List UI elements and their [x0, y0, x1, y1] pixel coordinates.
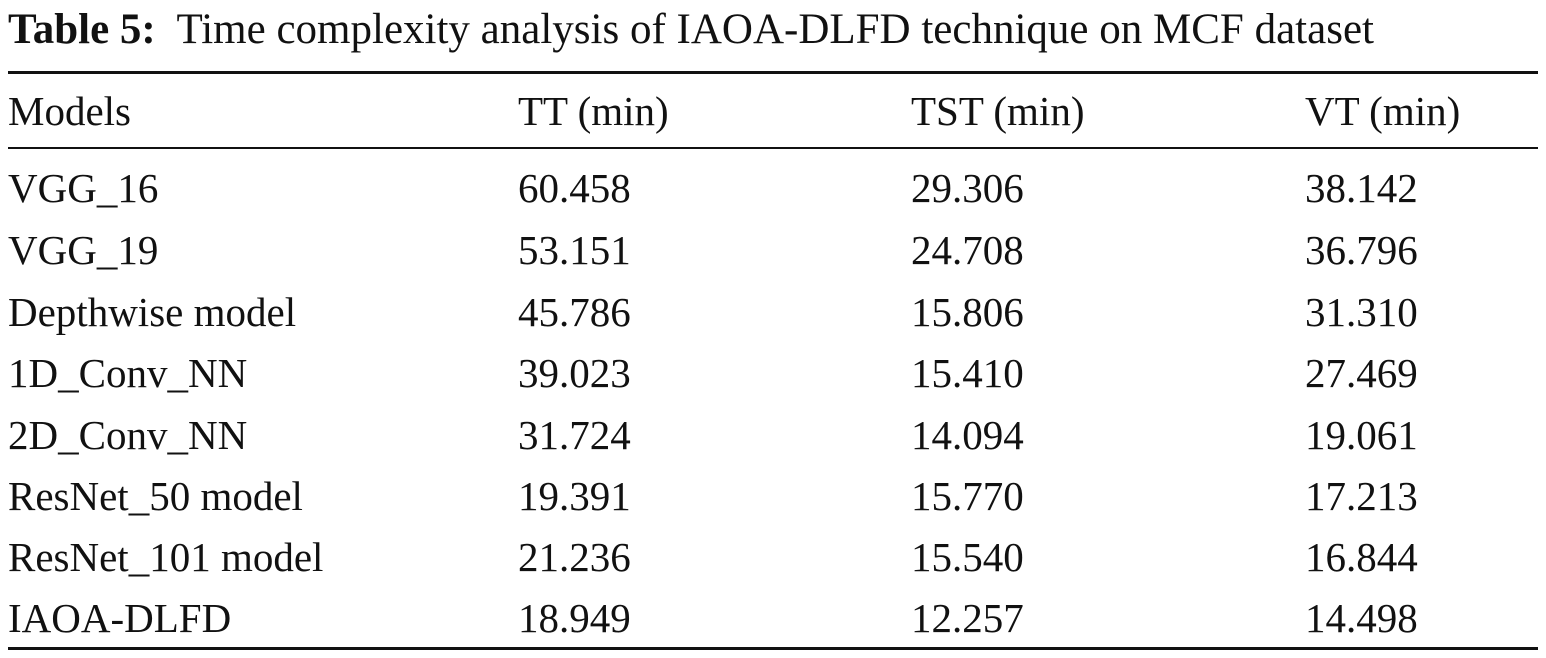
table-bottom-rule — [8, 647, 1538, 650]
table-row: Depthwise model 45.786 15.806 31.310 — [8, 281, 1538, 343]
table-top-rule — [8, 71, 1538, 74]
table-header-rule — [8, 147, 1538, 149]
cell-tst: 14.094 — [911, 412, 1024, 458]
cell-vt: 36.796 — [1305, 227, 1418, 273]
cell-model: 2D_Conv_NN — [8, 412, 248, 458]
cell-tt: 31.724 — [518, 412, 631, 458]
cell-model: VGG_19 — [8, 227, 159, 273]
table-row: IAOA-DLFD 18.949 12.257 14.498 — [8, 587, 1538, 649]
cell-vt: 19.061 — [1305, 412, 1418, 458]
cell-vt: 17.213 — [1305, 473, 1418, 519]
cell-model: ResNet_50 model — [8, 473, 303, 519]
cell-tst: 29.306 — [911, 165, 1024, 211]
table-caption: Table 5: Time complexity analysis of IAO… — [8, 0, 1374, 60]
cell-tst: 15.806 — [911, 289, 1024, 335]
cell-tt: 60.458 — [518, 165, 631, 211]
cell-vt: 31.310 — [1305, 289, 1418, 335]
cell-vt: 38.142 — [1305, 165, 1418, 211]
cell-tst: 15.540 — [911, 534, 1024, 580]
table-row: ResNet_101 model 21.236 15.540 16.844 — [8, 526, 1538, 588]
table-row: 2D_Conv_NN 31.724 14.094 19.061 — [8, 404, 1538, 466]
table-caption-label: Table 5: — [8, 6, 156, 53]
header-models: Models — [8, 88, 131, 134]
cell-vt: 14.498 — [1305, 595, 1418, 641]
cell-tst: 24.708 — [911, 227, 1024, 273]
cell-tst: 15.770 — [911, 473, 1024, 519]
cell-tt: 45.786 — [518, 289, 631, 335]
cell-tt: 19.391 — [518, 473, 631, 519]
cell-tt: 18.949 — [518, 595, 631, 641]
cell-tt: 53.151 — [518, 227, 631, 273]
cell-model: ResNet_101 model — [8, 534, 324, 580]
cell-tt: 39.023 — [518, 350, 631, 396]
cell-tst: 15.410 — [911, 350, 1024, 396]
cell-model: 1D_Conv_NN — [8, 350, 248, 396]
cell-model: Depthwise model — [8, 289, 297, 335]
header-vt: VT (min) — [1305, 88, 1461, 134]
cell-vt: 16.844 — [1305, 534, 1418, 580]
cell-model: VGG_16 — [8, 165, 159, 211]
cell-vt: 27.469 — [1305, 350, 1418, 396]
header-tst: TST (min) — [911, 88, 1085, 134]
table-row: 1D_Conv_NN 39.023 15.410 27.469 — [8, 342, 1538, 404]
table-caption-text: Time complexity analysis of IAOA-DLFD te… — [176, 6, 1374, 53]
table-row: ResNet_50 model 19.391 15.770 17.213 — [8, 465, 1538, 527]
header-tt: TT (min) — [518, 88, 669, 134]
table-row: VGG_16 60.458 29.306 38.142 — [8, 157, 1538, 219]
table-header-row: Models TT (min) TST (min) VT (min) — [8, 80, 1538, 142]
cell-tst: 12.257 — [911, 595, 1024, 641]
cell-model: IAOA-DLFD — [8, 595, 232, 641]
cell-tt: 21.236 — [518, 534, 631, 580]
table-row: VGG_19 53.151 24.708 36.796 — [8, 219, 1538, 281]
